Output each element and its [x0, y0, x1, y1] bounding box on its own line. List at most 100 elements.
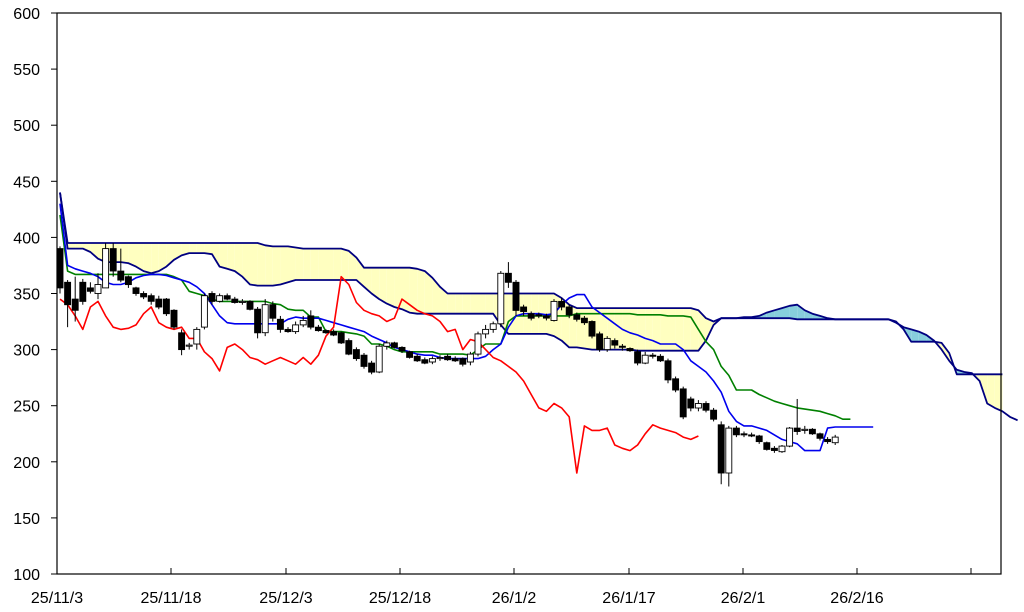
kumo-segment: [326, 248, 334, 280]
candle: [786, 427, 794, 448]
kumo-segment: [288, 246, 296, 283]
candle: [436, 355, 444, 361]
candle-body-down: [322, 330, 330, 334]
kumo-segment: [158, 243, 167, 272]
candle: [185, 342, 193, 350]
candle: [687, 396, 695, 412]
y-tick-label: 150: [13, 511, 40, 528]
candle-body-down: [178, 332, 186, 351]
y-tick-label: 450: [13, 174, 40, 191]
candle: [618, 343, 626, 351]
kumo-segment: [234, 243, 243, 277]
candle: [535, 312, 543, 319]
x-tick-label: 25/12/18: [369, 590, 431, 607]
candle-body-down: [330, 331, 338, 336]
candle: [132, 286, 140, 296]
candle-body-down: [588, 321, 596, 337]
candle: [162, 297, 170, 316]
candle-body-down: [124, 276, 132, 286]
kumo-segment: [371, 267, 380, 300]
candle-body-down: [413, 355, 421, 362]
candle-body-down: [634, 351, 642, 364]
candle-body-down: [770, 447, 778, 451]
candle-body-down: [535, 314, 543, 317]
candle-body-down: [824, 438, 832, 443]
candle: [428, 356, 436, 365]
kumo-segment: [67, 243, 76, 249]
candle-body-up: [603, 337, 611, 351]
candle: [322, 329, 330, 334]
candle-body-down: [459, 358, 467, 365]
kumo-segment: [675, 308, 684, 351]
candle-body-down: [314, 326, 322, 332]
candle: [368, 360, 376, 375]
candle-body-down: [406, 351, 414, 358]
candle-body-up: [193, 328, 201, 345]
kumo-segment: [455, 293, 463, 314]
kumo-segment: [630, 308, 638, 351]
candle: [504, 262, 512, 288]
kumo-segment: [318, 248, 326, 280]
x-tick-label: 26/1/17: [602, 590, 655, 607]
kumo-segment: [151, 243, 159, 274]
candle: [421, 357, 429, 365]
candle-body-down: [596, 333, 604, 351]
candle: [778, 444, 786, 453]
candle-body-down: [702, 403, 710, 411]
candles: [56, 243, 839, 487]
candle: [558, 297, 566, 311]
candle-body-down: [109, 248, 117, 272]
kumo-segment: [918, 331, 927, 342]
candle-body-down: [664, 360, 672, 381]
candle: [497, 271, 505, 328]
indicator-lines: [59, 192, 1018, 474]
candle: [276, 315, 284, 333]
candle-body-up: [292, 324, 300, 333]
kumo-segment: [394, 267, 402, 310]
kumo-segment: [280, 246, 288, 285]
candle: [216, 293, 224, 303]
kumo-segment: [295, 247, 304, 280]
kumo-segment: [941, 342, 950, 361]
candle: [117, 248, 125, 283]
candle: [178, 329, 186, 356]
candle: [413, 354, 421, 362]
candle: [816, 432, 824, 441]
candle: [352, 347, 360, 361]
candle: [702, 401, 710, 413]
candle-body-up: [466, 353, 474, 363]
candle-body-down: [717, 424, 725, 474]
candle-body-down: [732, 427, 740, 436]
kumo-segment: [196, 243, 205, 254]
kumo-segment: [462, 293, 471, 314]
candle-body-down: [276, 318, 284, 330]
candle: [193, 327, 201, 350]
candle-body-down: [86, 287, 94, 292]
span-a-line: [59, 192, 1003, 376]
candle-body-up: [641, 354, 649, 364]
candle-body-down: [573, 314, 581, 320]
candle: [269, 301, 277, 322]
candle: [725, 425, 733, 487]
candle-body-up: [436, 357, 444, 360]
candle: [596, 331, 604, 352]
candle-body-up: [489, 323, 497, 330]
candle: [147, 293, 155, 305]
candle: [520, 304, 528, 316]
kumo-segment: [212, 243, 220, 267]
kumo-segment: [310, 248, 319, 280]
kumo-segment: [797, 304, 805, 320]
candle: [550, 299, 558, 322]
candle: [94, 273, 102, 300]
candle-body-down: [284, 328, 292, 333]
candle: [672, 376, 680, 393]
x-tick-label: 26/2/16: [830, 590, 883, 607]
candle: [444, 354, 452, 361]
candle-body-down: [504, 272, 512, 283]
candle: [580, 315, 588, 325]
candle-body-down: [740, 433, 748, 436]
candle-body-down: [580, 317, 588, 324]
candle: [64, 280, 72, 328]
